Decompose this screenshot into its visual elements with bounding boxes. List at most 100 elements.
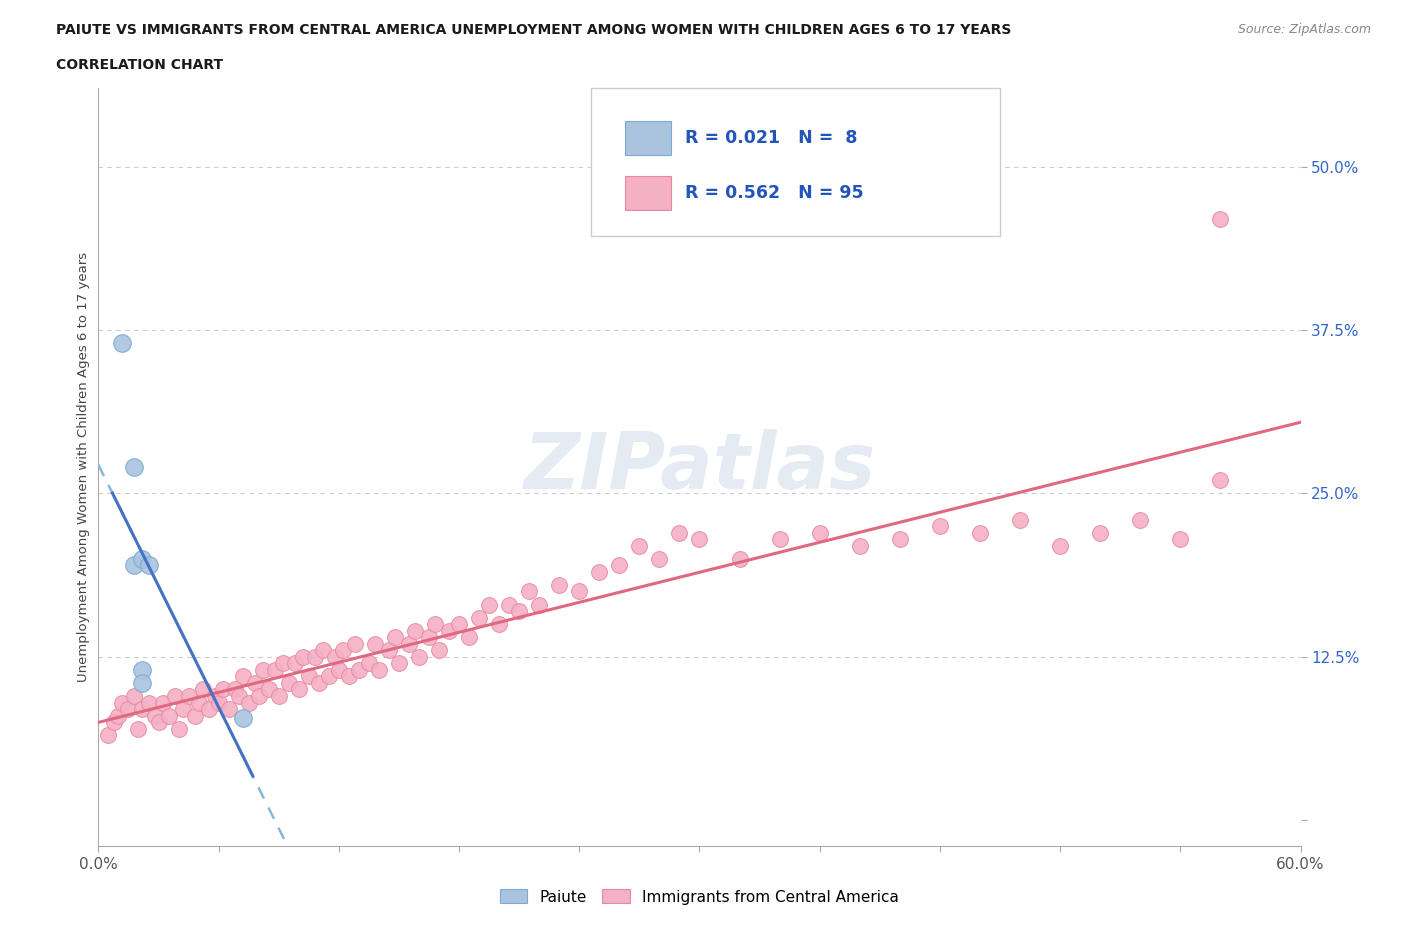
Point: [288, 682, 311, 697]
Point: [308, 675, 330, 690]
Point: [218, 701, 240, 716]
FancyBboxPatch shape: [624, 176, 671, 210]
Point: [183, 708, 205, 723]
Text: ZIPatlas: ZIPatlas: [523, 430, 876, 505]
Point: [498, 597, 520, 612]
Point: [247, 688, 270, 703]
Point: [291, 649, 314, 664]
Point: [889, 532, 911, 547]
Point: [1209, 473, 1232, 488]
Point: [648, 551, 671, 566]
Text: Source: ZipAtlas.com: Source: ZipAtlas.com: [1237, 23, 1371, 36]
Point: [131, 675, 153, 690]
Point: [298, 669, 321, 684]
Point: [124, 460, 146, 475]
Point: [152, 695, 174, 710]
Point: [277, 675, 299, 690]
Point: [124, 558, 146, 573]
Point: [103, 715, 125, 730]
Point: [208, 695, 231, 710]
Point: [404, 623, 426, 638]
Point: [568, 584, 591, 599]
Point: [1088, 525, 1111, 540]
Point: [548, 578, 571, 592]
Point: [508, 604, 530, 618]
Point: [128, 722, 150, 737]
Point: [1209, 212, 1232, 227]
Point: [728, 551, 751, 566]
Legend: Paiute, Immigrants from Central America: Paiute, Immigrants from Central America: [494, 884, 905, 910]
Point: [157, 708, 180, 723]
Point: [143, 708, 166, 723]
Point: [447, 617, 470, 631]
Point: [408, 649, 430, 664]
Point: [131, 551, 153, 566]
Point: [97, 728, 120, 743]
Point: [378, 643, 401, 658]
Point: [111, 336, 134, 351]
Point: [172, 701, 194, 716]
Point: [271, 656, 294, 671]
Point: [232, 669, 254, 684]
Point: [304, 649, 326, 664]
Point: [529, 597, 551, 612]
Point: [768, 532, 790, 547]
Point: [117, 701, 139, 716]
Point: [929, 519, 952, 534]
Point: [588, 565, 610, 579]
Point: [228, 688, 250, 703]
Point: [107, 708, 129, 723]
Point: [517, 584, 540, 599]
Point: [668, 525, 690, 540]
Y-axis label: Unemployment Among Women with Children Ages 6 to 17 years: Unemployment Among Women with Children A…: [77, 252, 90, 683]
Point: [252, 662, 274, 677]
Point: [187, 695, 209, 710]
Point: [337, 669, 360, 684]
Point: [318, 669, 340, 684]
Point: [211, 682, 233, 697]
Point: [124, 688, 146, 703]
Point: [437, 623, 460, 638]
Point: [177, 688, 200, 703]
Point: [131, 701, 153, 716]
Point: [238, 695, 260, 710]
Point: [427, 643, 450, 658]
Point: [257, 682, 280, 697]
Point: [969, 525, 991, 540]
Point: [267, 688, 290, 703]
FancyBboxPatch shape: [592, 88, 1000, 236]
Point: [224, 682, 246, 697]
Point: [1010, 512, 1032, 527]
Point: [263, 662, 285, 677]
Point: [1049, 538, 1071, 553]
Point: [368, 662, 391, 677]
Point: [197, 701, 219, 716]
Point: [388, 656, 411, 671]
Point: [312, 643, 335, 658]
Text: R = 0.562   N = 95: R = 0.562 N = 95: [685, 184, 863, 202]
Point: [488, 617, 510, 631]
Point: [347, 662, 370, 677]
Point: [688, 532, 710, 547]
Point: [458, 630, 481, 644]
Point: [284, 656, 307, 671]
Point: [131, 662, 153, 677]
Point: [384, 630, 406, 644]
Point: [323, 649, 346, 664]
Point: [163, 688, 186, 703]
FancyBboxPatch shape: [624, 121, 671, 154]
Point: [423, 617, 446, 631]
Point: [167, 722, 190, 737]
Point: [609, 558, 631, 573]
Point: [478, 597, 501, 612]
Point: [1129, 512, 1152, 527]
Point: [398, 636, 420, 651]
Point: [468, 610, 491, 625]
Point: [111, 695, 134, 710]
Point: [343, 636, 366, 651]
Point: [849, 538, 872, 553]
Point: [357, 656, 380, 671]
Point: [418, 630, 440, 644]
Point: [191, 682, 214, 697]
Point: [332, 643, 354, 658]
